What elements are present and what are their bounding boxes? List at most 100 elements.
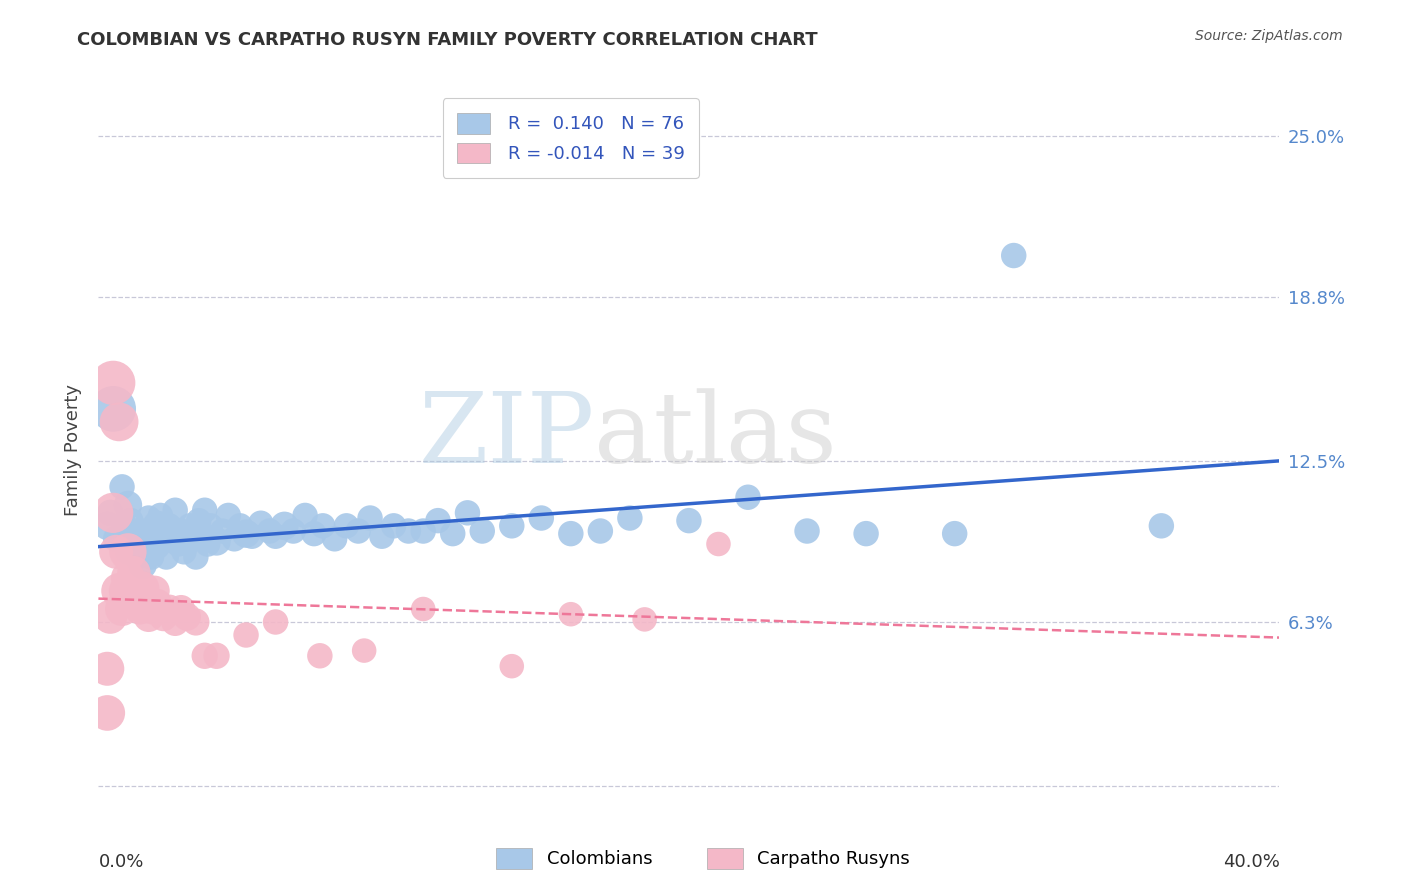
Point [197, 537, 219, 551]
Point [371, 529, 394, 543]
Point [530, 511, 553, 525]
Point [132, 581, 155, 595]
Point [412, 524, 434, 538]
Point [98, 506, 121, 520]
Point [501, 659, 523, 673]
Point [235, 526, 257, 541]
Text: 0.0%: 0.0% [98, 854, 143, 871]
Point [141, 602, 163, 616]
Point [146, 518, 169, 533]
Point [427, 514, 450, 528]
Point [347, 524, 370, 538]
Point [707, 537, 730, 551]
Point [1150, 518, 1173, 533]
Point [353, 643, 375, 657]
Point [105, 545, 128, 559]
Point [125, 549, 148, 564]
Text: ZIP: ZIP [418, 388, 595, 483]
Point [309, 648, 332, 663]
Point [138, 511, 160, 525]
Point [157, 518, 180, 533]
Point [138, 609, 160, 624]
Point [264, 529, 287, 543]
Point [619, 511, 641, 525]
Point [108, 415, 131, 429]
Point [117, 571, 139, 585]
Point [283, 524, 305, 538]
Point [240, 529, 263, 543]
Point [501, 518, 523, 533]
Point [114, 583, 136, 598]
Point [264, 615, 287, 629]
Point [184, 549, 207, 564]
Point [259, 524, 281, 538]
Text: 40.0%: 40.0% [1223, 854, 1279, 871]
Point [108, 583, 131, 598]
Point [176, 534, 198, 549]
Point [105, 532, 128, 546]
Point [191, 529, 214, 543]
Point [302, 526, 325, 541]
Point [560, 526, 582, 541]
Point [194, 503, 217, 517]
Point [634, 612, 657, 626]
Point [167, 537, 190, 551]
Point [143, 583, 166, 598]
Point [96, 662, 118, 676]
Point [173, 545, 195, 559]
Text: atlas: atlas [595, 388, 837, 483]
Point [162, 529, 183, 543]
Point [181, 532, 204, 546]
Point [120, 589, 142, 603]
Point [737, 490, 759, 504]
Point [96, 518, 118, 533]
Point [312, 518, 335, 533]
Point [229, 518, 252, 533]
Point [250, 516, 273, 531]
Point [589, 524, 612, 538]
Text: COLOMBIAN VS CARPATHO RUSYN FAMILY POVERTY CORRELATION CHART: COLOMBIAN VS CARPATHO RUSYN FAMILY POVER… [77, 31, 818, 49]
Point [471, 524, 494, 538]
Point [128, 524, 150, 538]
Point [117, 498, 139, 512]
Point [120, 514, 142, 528]
Point [114, 518, 136, 533]
Point [128, 602, 150, 616]
Text: Source: ZipAtlas.com: Source: ZipAtlas.com [1195, 29, 1343, 43]
Point [194, 648, 217, 663]
Point [117, 545, 139, 559]
Point [146, 540, 169, 554]
Point [146, 597, 169, 611]
Point [943, 526, 966, 541]
Point [205, 534, 228, 549]
Point [382, 518, 405, 533]
Point [103, 401, 125, 416]
Point [273, 518, 295, 533]
Point [103, 376, 125, 390]
Point [560, 607, 582, 622]
Point [179, 518, 201, 533]
Point [294, 508, 316, 523]
Point [205, 648, 228, 663]
Point [235, 628, 257, 642]
Point [135, 597, 157, 611]
Point [122, 532, 145, 546]
Point [143, 529, 166, 543]
Point [457, 506, 479, 520]
Point [170, 602, 193, 616]
Point [149, 508, 172, 523]
Point [170, 524, 193, 538]
Point [111, 480, 134, 494]
Point [125, 591, 148, 606]
Point [98, 609, 121, 624]
Point [96, 706, 118, 720]
Point [141, 549, 163, 564]
Point [335, 518, 357, 533]
Point [217, 508, 239, 523]
Point [678, 514, 700, 528]
Point [165, 615, 187, 629]
Point [184, 615, 207, 629]
Point [152, 532, 174, 546]
Point [224, 532, 246, 546]
Point [200, 518, 222, 533]
